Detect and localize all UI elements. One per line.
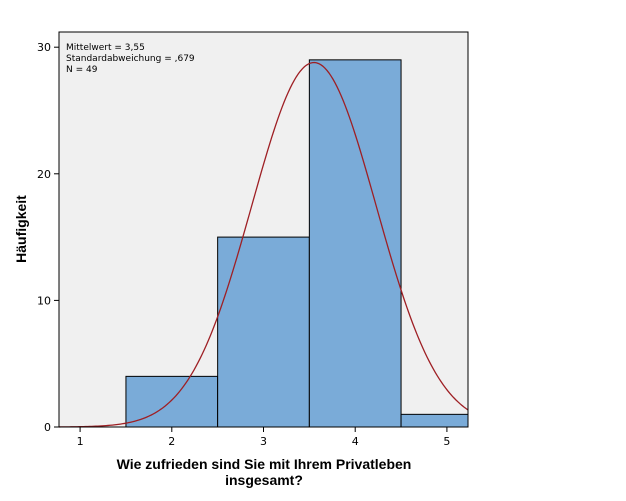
y-tick-label: 20 bbox=[37, 168, 51, 181]
y-axis-label: Häufigkeit bbox=[13, 195, 29, 263]
stats-mean: Mittelwert = 3,55 bbox=[66, 43, 145, 53]
y-axis: 0 10 20 30 bbox=[37, 41, 59, 434]
stats-sd: Standardabweichung = ,679 bbox=[66, 54, 195, 64]
x-axis-label-line-1: Wie zufrieden sind Sie mit Ihrem Privatl… bbox=[117, 456, 412, 472]
x-tick-label: 5 bbox=[443, 435, 450, 448]
x-axis: 1 2 3 4 5 bbox=[77, 427, 450, 448]
stats-n: N = 49 bbox=[66, 65, 98, 75]
x-axis-label-line-2: insgesamt? bbox=[225, 472, 303, 488]
histogram-bar-2 bbox=[217, 236, 310, 428]
histogram-bar-3 bbox=[308, 59, 402, 428]
normal-curve bbox=[58, 61, 469, 428]
x-tick-label: 2 bbox=[168, 435, 175, 448]
y-tick-label: 10 bbox=[37, 294, 51, 307]
y-tick-label: 30 bbox=[37, 41, 51, 54]
x-tick-label: 1 bbox=[77, 435, 84, 448]
bars-group bbox=[125, 59, 469, 428]
y-tick-label: 0 bbox=[44, 421, 51, 434]
stats-box: Mittelwert = 3,55 Standardabweichung = ,… bbox=[66, 43, 195, 75]
histogram-bar-4 bbox=[400, 413, 469, 428]
x-tick-label: 4 bbox=[352, 435, 359, 448]
x-tick-label: 3 bbox=[260, 435, 267, 448]
